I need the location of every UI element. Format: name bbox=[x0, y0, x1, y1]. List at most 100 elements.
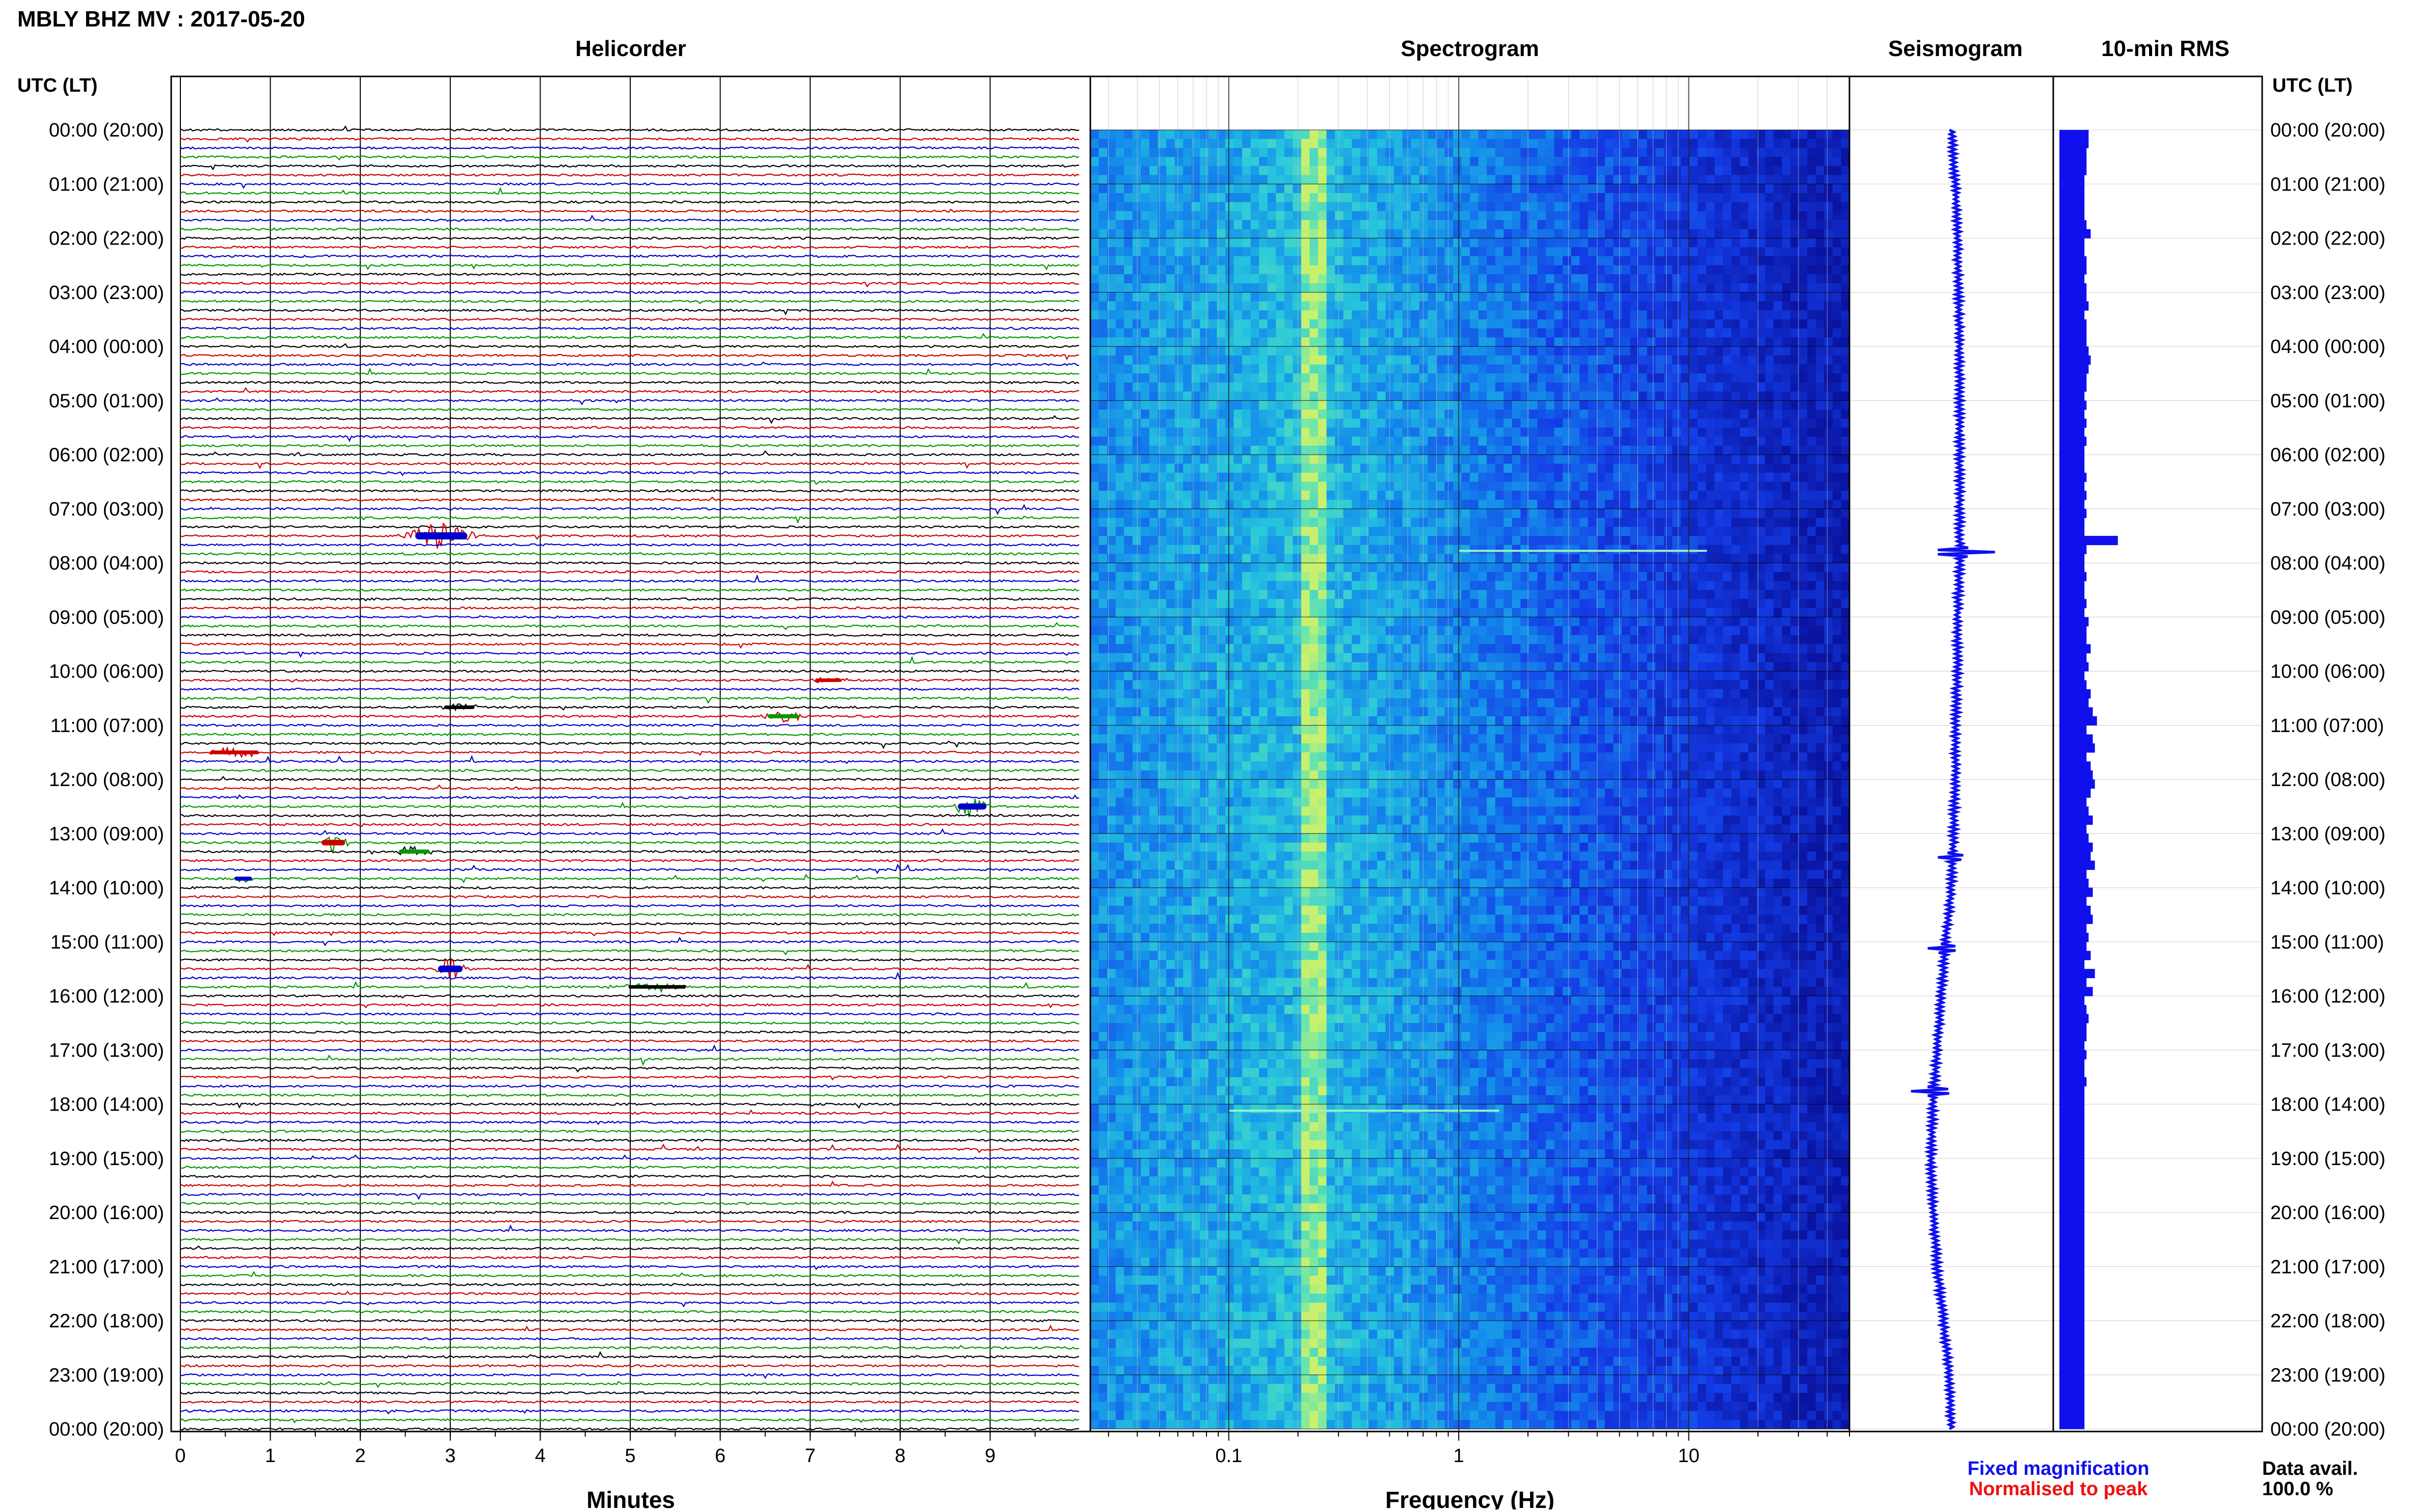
spectrogram-cell bbox=[1655, 545, 1665, 554]
spectrogram-cell bbox=[1689, 319, 1698, 329]
spectrogram-cell bbox=[1537, 535, 1546, 546]
spectrogram-cell bbox=[1537, 247, 1546, 257]
spectrogram-cell bbox=[1706, 599, 1715, 609]
spectrogram-cell bbox=[1276, 481, 1285, 491]
spectrogram-cell bbox=[1782, 238, 1791, 248]
spectrogram-cell bbox=[1453, 581, 1462, 590]
spectrogram-cell bbox=[1233, 617, 1243, 627]
spectrogram-cell bbox=[1225, 184, 1235, 194]
spectrogram-cell bbox=[1090, 148, 1099, 157]
spectrogram-cell bbox=[1242, 220, 1251, 230]
spectrogram-cell bbox=[1571, 130, 1580, 140]
spectrogram-cell bbox=[1461, 310, 1470, 320]
spectrogram-cell bbox=[1579, 472, 1589, 482]
spectrogram-cell bbox=[1394, 130, 1403, 140]
spectrogram-title: Spectrogram bbox=[1401, 36, 1539, 61]
spectrogram-cell bbox=[1107, 130, 1116, 140]
spectrogram-cell bbox=[1107, 400, 1116, 410]
spectrogram-cell bbox=[1680, 148, 1690, 157]
spectrogram-cell bbox=[1461, 437, 1470, 446]
spectrogram-cell bbox=[1546, 454, 1555, 464]
spectrogram-cell bbox=[1411, 373, 1420, 383]
spectrogram-cell bbox=[1756, 508, 1766, 519]
spectrogram-cell bbox=[1309, 346, 1319, 356]
spectrogram-cell bbox=[1369, 481, 1378, 491]
spectrogram-cell bbox=[1098, 220, 1108, 230]
spectrogram-cell bbox=[1115, 572, 1124, 581]
spectrogram-cell bbox=[1723, 328, 1732, 338]
spectrogram-cell bbox=[1639, 491, 1648, 500]
spectrogram-cell bbox=[1824, 382, 1833, 392]
spectrogram-cell bbox=[1706, 391, 1715, 401]
spectrogram-cell bbox=[1191, 464, 1200, 473]
spectrogram-cell bbox=[1132, 265, 1141, 275]
spectrogram-cell bbox=[1487, 130, 1496, 140]
spectrogram-cell bbox=[1428, 382, 1437, 392]
spectrogram-cell bbox=[1647, 508, 1656, 519]
spectrogram-cell bbox=[1461, 238, 1470, 248]
spectrogram-cell bbox=[1563, 391, 1572, 401]
spectrogram-cell bbox=[1208, 166, 1217, 176]
spectrogram-cell bbox=[1655, 346, 1665, 356]
spectrogram-cell bbox=[1765, 301, 1774, 311]
spectrogram-cell bbox=[1149, 301, 1159, 311]
spectrogram-cell bbox=[1579, 617, 1589, 627]
spectrogram-cell bbox=[1208, 274, 1217, 284]
spectrogram-cell bbox=[1377, 437, 1386, 446]
spectrogram-cell bbox=[1478, 130, 1487, 140]
spectrogram-cell bbox=[1832, 229, 1842, 239]
spectrogram-cell bbox=[1411, 410, 1420, 419]
spectrogram-cell bbox=[1588, 139, 1597, 148]
spectrogram-cell bbox=[1680, 445, 1690, 455]
spectrogram-cell bbox=[1487, 319, 1496, 329]
spectrogram-cell bbox=[1504, 193, 1513, 203]
spectrogram-cell bbox=[1200, 193, 1209, 203]
spectrogram-cell bbox=[1259, 220, 1268, 230]
spectrogram-cell bbox=[1714, 472, 1724, 482]
spectrogram-cell bbox=[1402, 130, 1411, 140]
spectrogram-cell bbox=[1630, 157, 1639, 167]
spectrogram-cell bbox=[1115, 527, 1124, 536]
spectrogram-cell bbox=[1233, 337, 1243, 347]
spectrogram-cell bbox=[1107, 364, 1116, 374]
spectrogram-cell bbox=[1723, 464, 1732, 473]
spectrogram-cell bbox=[1596, 572, 1605, 581]
spectrogram-cell bbox=[1546, 590, 1555, 600]
spectrogram-cell bbox=[1680, 220, 1690, 230]
spectrogram-cell bbox=[1343, 491, 1352, 500]
spectrogram-cell bbox=[1487, 157, 1496, 167]
spectrogram-cell bbox=[1613, 247, 1622, 257]
spectrogram-cell bbox=[1639, 229, 1648, 239]
spectrogram-cell bbox=[1183, 472, 1192, 482]
spectrogram-cell bbox=[1377, 247, 1386, 257]
spectrogram-cell bbox=[1672, 437, 1681, 446]
spectrogram-cell bbox=[1647, 193, 1656, 203]
spectrogram-cell bbox=[1259, 292, 1268, 302]
spectrogram-cell bbox=[1689, 410, 1698, 419]
spectrogram-cell bbox=[1276, 310, 1285, 320]
spectrogram-cell bbox=[1537, 265, 1546, 275]
spectrogram-cell bbox=[1596, 157, 1605, 167]
spectrogram-cell bbox=[1739, 193, 1749, 203]
spectrogram-cell bbox=[1832, 319, 1842, 329]
spectrogram-cell bbox=[1343, 229, 1352, 239]
spectrogram-cell bbox=[1124, 148, 1133, 157]
spectrogram-cell bbox=[1579, 364, 1589, 374]
spectrogram-cell bbox=[1250, 464, 1259, 473]
spectrogram-cell bbox=[1318, 238, 1327, 248]
spectrogram-cell bbox=[1461, 229, 1470, 239]
spectrogram-cell bbox=[1841, 391, 1849, 401]
spectrogram-cell bbox=[1428, 238, 1437, 248]
spectrogram-cell bbox=[1604, 157, 1614, 167]
spectrogram-cell bbox=[1326, 292, 1335, 302]
spectrogram-cell bbox=[1284, 148, 1293, 157]
spectrogram-cell bbox=[1824, 391, 1833, 401]
spectrogram-cell bbox=[1680, 491, 1690, 500]
spectrogram-cell bbox=[1461, 427, 1470, 437]
spectrogram-cell bbox=[1655, 319, 1665, 329]
spectrogram-cell bbox=[1326, 256, 1335, 266]
spectrogram-cell bbox=[1815, 382, 1824, 392]
spectrogram-cell bbox=[1259, 193, 1268, 203]
spectrogram-cell bbox=[1739, 364, 1749, 374]
spectrogram-cell bbox=[1528, 355, 1538, 365]
